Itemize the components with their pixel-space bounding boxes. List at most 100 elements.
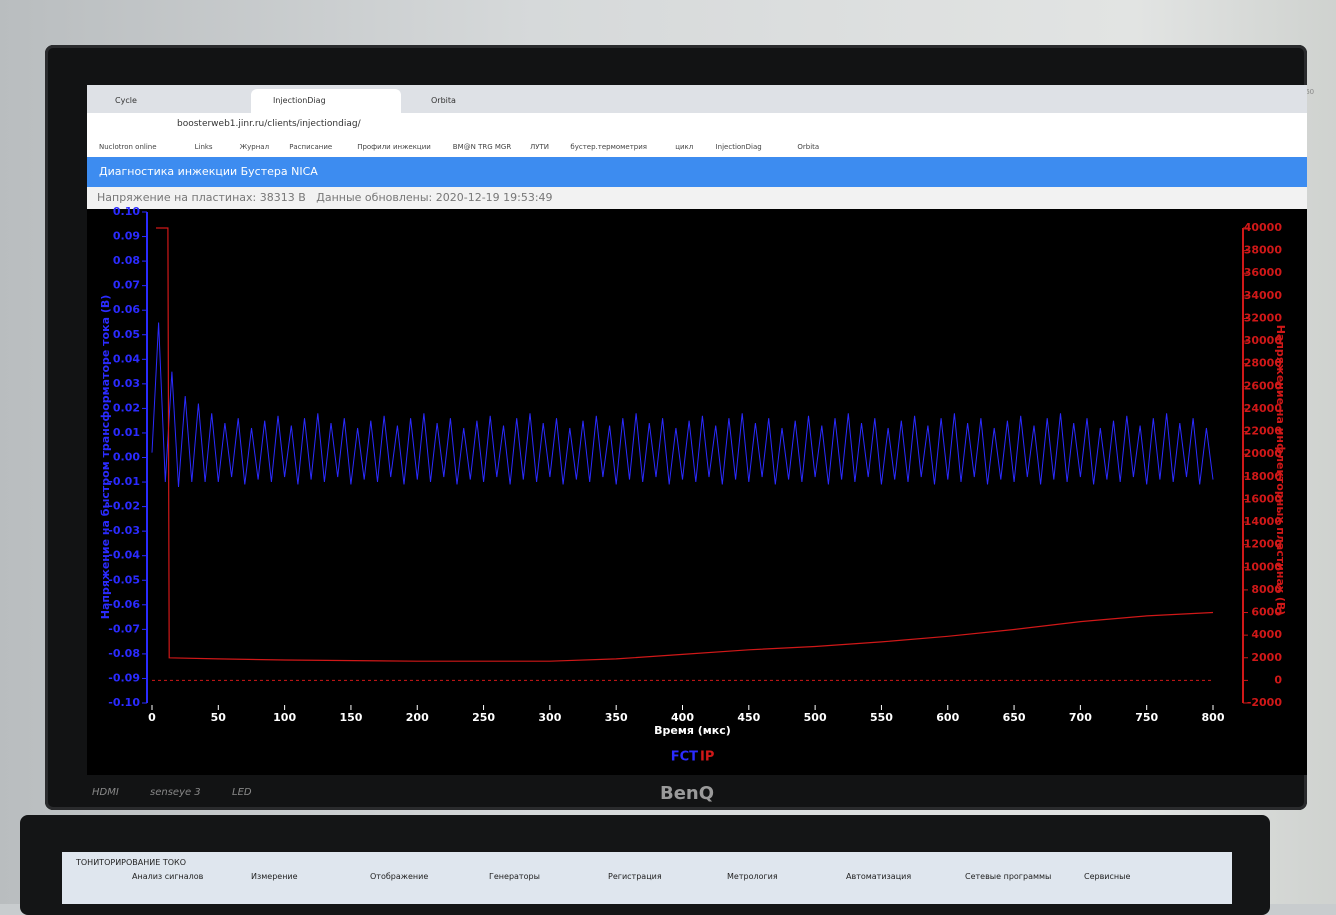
screen: Cycle InjectionDiag Orbita boosterweb1.j… bbox=[87, 85, 1307, 775]
x-tick-label: 400 bbox=[671, 711, 694, 724]
voltage: Напряжение на пластинах: 38313 В bbox=[97, 191, 306, 204]
y2-tick-label: 18000 bbox=[1244, 470, 1283, 483]
y2-tick-label: 8000 bbox=[1251, 583, 1282, 596]
x-tick-label: 50 bbox=[211, 711, 227, 724]
y-tick-label: -0.06 bbox=[108, 598, 140, 611]
y-tick-label: 0.01 bbox=[113, 426, 140, 439]
y-tick-label: -0.05 bbox=[108, 573, 140, 586]
y-tick-label: 0.02 bbox=[113, 401, 140, 414]
y2-tick-label: 36000 bbox=[1244, 266, 1283, 279]
y2-tick-label: 40000 bbox=[1244, 221, 1283, 234]
url[interactable]: boosterweb1.jinr.ru/clients/injectiondia… bbox=[177, 119, 361, 129]
y-tick-label: -0.08 bbox=[108, 647, 140, 660]
x-tick-label: 800 bbox=[1202, 711, 1225, 724]
bookmark[interactable]: бустер.термометрия bbox=[570, 143, 648, 151]
y-tick-label: -0.07 bbox=[108, 622, 140, 635]
task-button[interactable]: Метрология bbox=[727, 872, 778, 881]
y2-tick-label: 12000 bbox=[1244, 538, 1283, 551]
x-tick-label: 750 bbox=[1135, 711, 1158, 724]
bookmark[interactable]: Nuclotron online bbox=[99, 143, 157, 151]
bookmark[interactable]: Orbita bbox=[797, 143, 820, 151]
taskbar: ТОНИТОРИРОВАНИЕ ТОКО Анализ сигналов Измер… bbox=[62, 852, 1232, 904]
y-tick-label: 0.07 bbox=[113, 279, 140, 292]
y2-tick-label: -2000 bbox=[1247, 696, 1283, 709]
task-button[interactable]: Анализ сигналов bbox=[132, 872, 204, 881]
x-tick-label: 150 bbox=[339, 711, 362, 724]
y2-tick-label: 6000 bbox=[1251, 606, 1282, 619]
bookmark[interactable]: цикл bbox=[675, 143, 694, 151]
legend-entry: FCT bbox=[671, 750, 698, 765]
tab[interactable]: Orbita bbox=[431, 96, 456, 105]
tab-bar: Cycle InjectionDiag Orbita bbox=[87, 85, 1307, 113]
address-bar: boosterweb1.jinr.ru/clients/injectiondia… bbox=[87, 113, 1307, 137]
task-button[interactable]: Отображение bbox=[370, 872, 429, 881]
y2-tick-label: 20000 bbox=[1244, 447, 1283, 460]
y2-tick-label: 28000 bbox=[1244, 357, 1283, 370]
y2-tick-label: 14000 bbox=[1244, 515, 1283, 528]
x-tick-label: 0 bbox=[148, 711, 156, 724]
x-tick-label: 350 bbox=[605, 711, 628, 724]
y-tick-label: 0.09 bbox=[113, 230, 140, 243]
y2-tick-label: 32000 bbox=[1244, 311, 1283, 324]
y-tick-label: -0.04 bbox=[108, 549, 140, 562]
y-tick-label: -0.02 bbox=[108, 500, 140, 513]
bookmark[interactable]: InjectionDiag bbox=[715, 143, 762, 151]
y2-tick-label: 2000 bbox=[1251, 651, 1282, 664]
y2-tick-label: 38000 bbox=[1244, 244, 1283, 257]
header: Диагностика инжекции Бустера NICA bbox=[87, 157, 1307, 187]
x-tick-label: 250 bbox=[472, 711, 495, 724]
brand: BenQ bbox=[660, 783, 715, 804]
y-tick-label: 0.06 bbox=[113, 303, 140, 316]
bookmark[interactable]: BM@N TRG MGR bbox=[452, 143, 512, 151]
hdmi: HDMI bbox=[92, 787, 119, 798]
senseye: senseye 3 bbox=[150, 787, 201, 798]
y2-tick-label: 22000 bbox=[1244, 425, 1283, 438]
y-tick-label: 0.03 bbox=[113, 377, 140, 390]
x-tick-label: 550 bbox=[870, 711, 893, 724]
y-tick-label: -0.10 bbox=[108, 696, 140, 709]
series-line bbox=[156, 227, 1214, 662]
y2-tick-label: 24000 bbox=[1244, 402, 1283, 415]
y-tick-label: 0.04 bbox=[113, 352, 140, 365]
y-axis-label: Напряжение на быстром трансформаторе ток… bbox=[99, 295, 112, 620]
x-tick-label: 600 bbox=[936, 711, 959, 724]
task-button[interactable]: Регистрация bbox=[608, 872, 662, 881]
y2-tick-label: 4000 bbox=[1251, 628, 1282, 641]
y2-tick-label: 30000 bbox=[1244, 334, 1283, 347]
y-tick-label: 0.10 bbox=[113, 205, 140, 218]
x-tick-label: 700 bbox=[1069, 711, 1092, 724]
y2-axis-label: Напряжение на инфлекторных пластинах (В) bbox=[1274, 325, 1287, 616]
task-button[interactable]: Сервисные bbox=[1084, 872, 1131, 881]
bookmark[interactable]: Расписание bbox=[289, 143, 333, 151]
y-tick-label: -0.09 bbox=[108, 671, 140, 684]
y2-tick-label: 34000 bbox=[1244, 289, 1283, 302]
status: Напряжение на пластинах: 38313 В Данные … bbox=[87, 187, 1307, 209]
y-tick-label: 0.05 bbox=[113, 328, 140, 341]
task-button[interactable]: ТОНИТОРИРОВАНИЕ ТОКО bbox=[76, 858, 187, 867]
task-button[interactable]: Генераторы bbox=[489, 872, 540, 881]
task-button[interactable]: Автоматизация bbox=[846, 872, 912, 881]
y2-tick-label: 26000 bbox=[1244, 379, 1283, 392]
task-button[interactable]: Сетевые программы bbox=[965, 872, 1052, 881]
y-tick-label: -0.03 bbox=[108, 524, 140, 537]
legend-entry: IP bbox=[700, 750, 714, 765]
x-axis-label: Время (мкс) bbox=[654, 724, 731, 737]
bookmark[interactable]: Профили инжекции bbox=[357, 143, 431, 151]
x-tick-label: 650 bbox=[1003, 711, 1026, 724]
tab[interactable]: Cycle bbox=[115, 96, 137, 105]
y-tick-label: 0.00 bbox=[113, 451, 140, 464]
updated: Данные обновлены: 2020-12-19 19:53:49 bbox=[316, 191, 553, 204]
x-tick-label: 100 bbox=[273, 711, 296, 724]
x-tick-label: 450 bbox=[737, 711, 760, 724]
x-tick-label: 500 bbox=[804, 711, 827, 724]
y-tick-label: -0.01 bbox=[108, 475, 140, 488]
series-line bbox=[151, 322, 1214, 488]
bookmark[interactable]: Links bbox=[194, 143, 213, 151]
tab[interactable]: InjectionDiag bbox=[251, 89, 401, 113]
bookmark[interactable]: Журнал bbox=[239, 143, 270, 151]
task-button[interactable]: Измерение bbox=[251, 872, 298, 881]
bookmark[interactable]: ЛУТИ bbox=[530, 143, 550, 151]
y2-tick-label: 16000 bbox=[1244, 492, 1283, 505]
